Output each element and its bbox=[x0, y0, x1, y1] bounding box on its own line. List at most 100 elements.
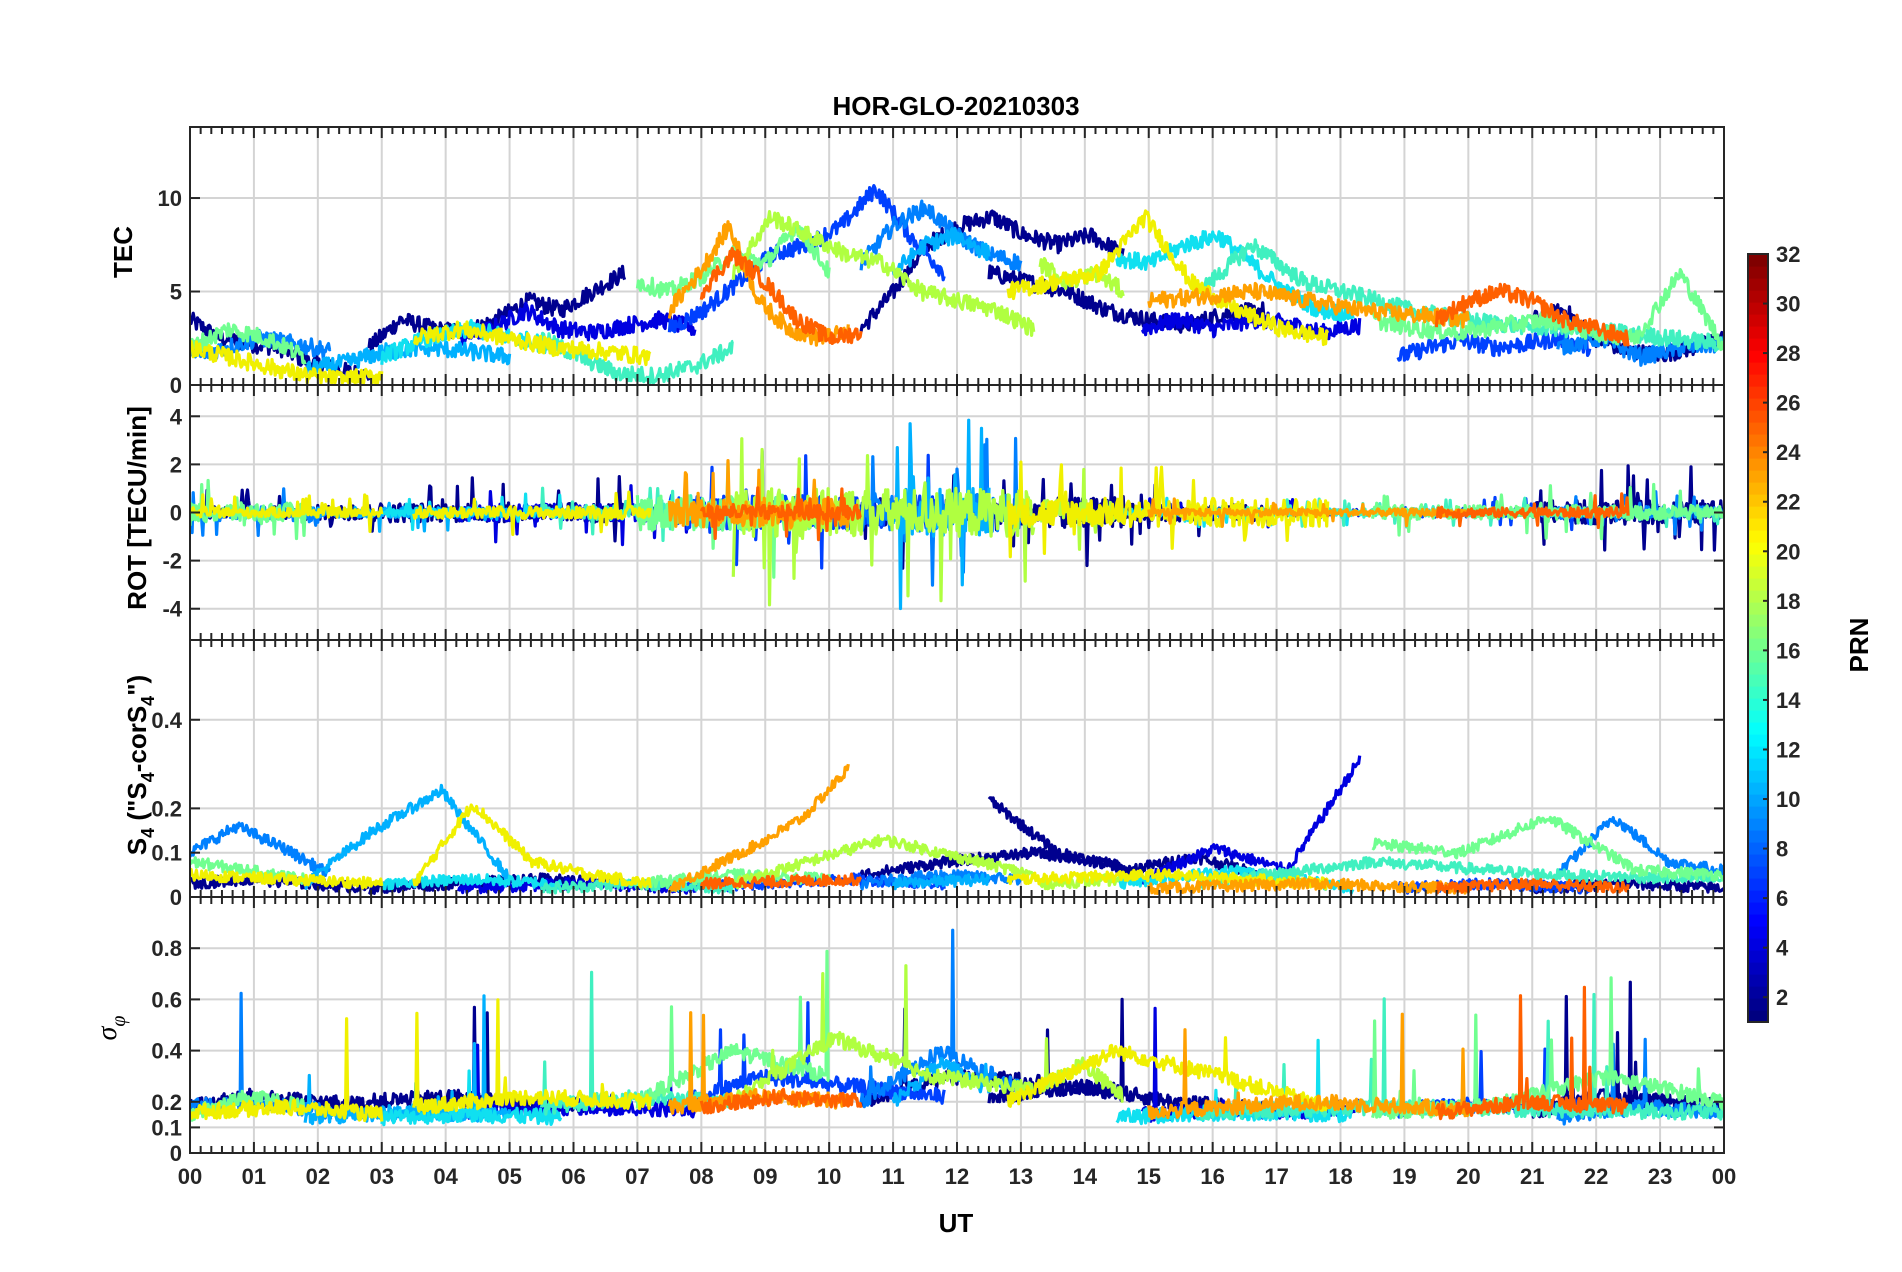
x-tick-label: 08 bbox=[689, 1164, 713, 1189]
prn-15-trace bbox=[1198, 856, 1724, 891]
colorbar-tick-label: 30 bbox=[1776, 292, 1800, 317]
colorbar-swatch bbox=[1748, 998, 1768, 1011]
x-tick-label: 19 bbox=[1392, 1164, 1416, 1189]
y-tick-label: 0.2 bbox=[151, 796, 182, 821]
colorbar-swatch bbox=[1748, 254, 1768, 267]
prn-18-trace bbox=[731, 210, 1036, 337]
s4-label-sub: 4 bbox=[138, 828, 158, 838]
prn-16-trace bbox=[190, 322, 307, 365]
x-tick-label: 00 bbox=[178, 1164, 202, 1189]
prn-24-trace bbox=[1434, 282, 1630, 347]
colorbar-swatch bbox=[1748, 758, 1768, 771]
s4-label-sub: 4 bbox=[138, 696, 158, 706]
colorbar-swatch bbox=[1748, 458, 1768, 471]
colorbar-swatch bbox=[1748, 386, 1768, 399]
colorbar-swatch bbox=[1748, 302, 1768, 315]
colorbar-swatch bbox=[1748, 326, 1768, 339]
x-tick-label: 01 bbox=[242, 1164, 266, 1189]
prn-24-trace bbox=[699, 872, 863, 891]
colorbar-swatch bbox=[1748, 530, 1768, 543]
x-tick-label: 18 bbox=[1328, 1164, 1352, 1189]
prn-18-trace bbox=[731, 437, 1036, 607]
colorbar-tick-label: 8 bbox=[1776, 837, 1788, 862]
prn-20-trace bbox=[412, 320, 652, 367]
prn-13-trace bbox=[381, 873, 563, 891]
colorbar-swatch bbox=[1748, 1010, 1768, 1023]
prn-20-trace bbox=[190, 1017, 384, 1123]
y-ticks: 0 5 10 bbox=[158, 186, 1724, 398]
prn-6-trace bbox=[667, 1001, 946, 1114]
traces bbox=[190, 418, 1724, 611]
colorbar-tick-label: 18 bbox=[1776, 589, 1800, 614]
colorbar-tick-label: 12 bbox=[1776, 737, 1800, 762]
colorbar-swatch bbox=[1748, 782, 1768, 795]
colorbar-swatch bbox=[1748, 266, 1768, 279]
x-tick-label: 12 bbox=[945, 1164, 969, 1189]
colorbar-tick-label: 26 bbox=[1776, 391, 1800, 416]
tec-panel: 0 5 10 bbox=[158, 126, 1725, 398]
prn-20-trace bbox=[412, 998, 652, 1115]
x-tick-label: 09 bbox=[753, 1164, 777, 1189]
colorbar-swatch bbox=[1748, 542, 1768, 555]
prn-16-trace bbox=[1370, 976, 1724, 1120]
x-axis: 00 01 02 03 04 05 06 07 08 09 10 11 12 13 14 15 16 17 18 19… bbox=[178, 1164, 1736, 1189]
x-tick-label: 04 bbox=[433, 1164, 458, 1189]
colorbar-tick-label: 24 bbox=[1776, 440, 1801, 465]
y-ticks: 0 0.1 0.2 0.4 bbox=[151, 708, 1724, 910]
y-tick-label: 0.8 bbox=[151, 936, 182, 961]
prn-20-trace bbox=[1006, 1036, 1330, 1112]
y-tick-label: 0.4 bbox=[151, 708, 182, 733]
colorbar-swatch bbox=[1748, 830, 1768, 843]
colorbar-swatch bbox=[1748, 350, 1768, 363]
colorbar-tick-label: 22 bbox=[1776, 490, 1800, 515]
colorbar-swatch bbox=[1748, 722, 1768, 735]
x-tick-label: 15 bbox=[1137, 1164, 1161, 1189]
colorbar-swatch bbox=[1748, 854, 1768, 867]
y-tick-label: 0 bbox=[170, 1141, 182, 1166]
colorbar-swatch bbox=[1748, 638, 1768, 651]
prn-6-trace bbox=[1396, 330, 1592, 362]
colorbar-swatch bbox=[1748, 614, 1768, 627]
y-tick-label: -2 bbox=[162, 549, 182, 574]
s4-label-part: ") bbox=[122, 675, 152, 696]
colorbar-swatch bbox=[1748, 770, 1768, 783]
x-ticks bbox=[189, 897, 1725, 1153]
colorbar-swatch bbox=[1748, 566, 1768, 579]
colorbar-swatch bbox=[1748, 662, 1768, 675]
prn-13-trace bbox=[1115, 230, 1355, 323]
grid bbox=[190, 385, 1724, 640]
prn-22-trace bbox=[1147, 877, 1470, 896]
x-ticks bbox=[189, 127, 1725, 385]
x-tick-label: 22 bbox=[1584, 1164, 1608, 1189]
traces bbox=[190, 928, 1724, 1127]
colorbar-swatch bbox=[1748, 710, 1768, 723]
sigma-label-part: σ bbox=[92, 1025, 123, 1040]
prn-4-trace bbox=[1140, 755, 1362, 885]
colorbar-swatch bbox=[1748, 410, 1768, 423]
colorbar-swatch bbox=[1748, 734, 1768, 747]
sigma-phi-panel: 00.10.2 0.4 0.6 0.8 bbox=[151, 896, 1725, 1166]
colorbar-swatch bbox=[1748, 422, 1768, 435]
colorbar-swatch bbox=[1748, 470, 1768, 483]
prn-13-trace bbox=[380, 1069, 563, 1127]
colorbar-swatch bbox=[1748, 914, 1768, 927]
prn-16-trace bbox=[1371, 268, 1724, 352]
prn-24-trace bbox=[699, 486, 862, 542]
prn-2-trace bbox=[987, 796, 1265, 880]
prn-16-trace bbox=[635, 949, 831, 1109]
s4-label-sub: 4 bbox=[138, 772, 158, 782]
colorbar-frame bbox=[1747, 253, 1769, 1023]
colorbar-swatch bbox=[1748, 950, 1768, 963]
colorbar-swatch bbox=[1748, 590, 1768, 603]
x-tick-label: 00 bbox=[1712, 1164, 1736, 1189]
prn-20-trace bbox=[190, 867, 384, 890]
colorbar-swatch bbox=[1748, 362, 1768, 375]
y-tick-label: 0 bbox=[170, 373, 182, 398]
x-tick-label: 21 bbox=[1520, 1164, 1544, 1189]
prn-18-trace bbox=[731, 834, 1036, 890]
colorbar-swatch bbox=[1748, 686, 1768, 699]
s4-label-part: ("S bbox=[122, 782, 152, 828]
colorbar-swatch bbox=[1748, 746, 1768, 759]
y-tick-label: 0.2 bbox=[151, 1090, 182, 1115]
